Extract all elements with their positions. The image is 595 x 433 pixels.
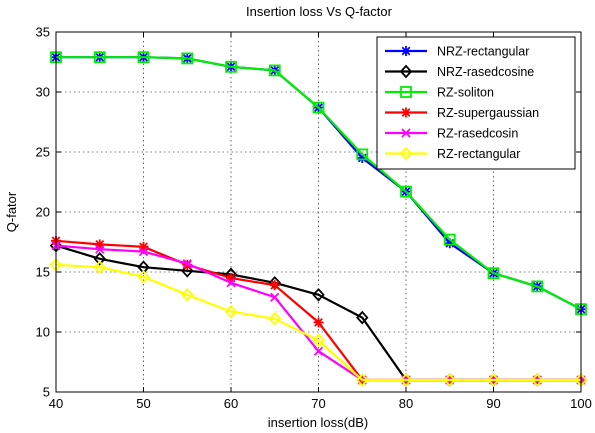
legend-label: RZ-supergaussian xyxy=(437,106,539,120)
legend-label: RZ-soliton xyxy=(437,86,494,100)
data-point xyxy=(313,317,324,328)
legend-marker xyxy=(401,46,411,56)
legend-marker xyxy=(401,128,411,138)
data-point xyxy=(93,260,106,275)
data-point xyxy=(268,64,281,77)
data-point xyxy=(181,287,194,302)
data-point xyxy=(531,373,544,387)
series-line xyxy=(55,263,581,382)
legend-item: NRZ-rasedcosine xyxy=(385,64,534,79)
data-point xyxy=(487,373,500,387)
legend-marker xyxy=(401,107,411,118)
data-point xyxy=(270,292,280,302)
y-tick-label: 15 xyxy=(36,265,50,280)
legend-item: RZ-rectangular xyxy=(385,146,520,161)
data-point xyxy=(268,311,281,326)
x-tick-label: 80 xyxy=(399,396,413,411)
data-point xyxy=(313,346,324,356)
data-point xyxy=(356,310,369,325)
data-point xyxy=(400,185,412,198)
series-line xyxy=(56,56,582,311)
data-point xyxy=(226,278,236,288)
data-point xyxy=(224,304,238,319)
data-point xyxy=(137,51,150,64)
data-point xyxy=(531,280,544,293)
data-point xyxy=(137,269,150,284)
series-layer xyxy=(49,51,588,387)
series-line xyxy=(55,244,581,382)
legend-box xyxy=(376,36,576,170)
data-point xyxy=(356,148,369,161)
x-tick-label: 100 xyxy=(570,396,592,411)
y-tick-label: 25 xyxy=(36,145,50,160)
y-axis-title: Q-fator xyxy=(4,191,19,232)
data-point xyxy=(312,287,325,302)
y-tick-label: 10 xyxy=(36,325,50,340)
data-point xyxy=(312,101,325,114)
chart-title: Insertion loss Vs Q-factor xyxy=(246,4,393,19)
data-point xyxy=(312,333,325,348)
legend-label: NRZ-rasedcosine xyxy=(437,65,534,79)
x-tick-label: 40 xyxy=(49,396,63,411)
legend-item: RZ-soliton xyxy=(385,86,494,100)
data-point xyxy=(443,233,456,246)
x-tick-label: 50 xyxy=(136,396,150,411)
data-point xyxy=(93,251,106,266)
data-point xyxy=(93,51,106,64)
legend-item: RZ-rasedcosin xyxy=(385,127,518,141)
y-tick-label: 35 xyxy=(36,25,50,40)
data-point xyxy=(181,52,194,65)
data-point xyxy=(138,241,149,252)
y-tick-label: 30 xyxy=(36,85,50,100)
axis-ticks: 40 50 60 70 80 90 100 5 10 15 20 25 30 35 xyxy=(36,25,592,412)
legend-label: NRZ-rectangular xyxy=(437,45,529,59)
data-point xyxy=(225,60,237,73)
y-tick-label: 20 xyxy=(36,205,50,220)
legend: NRZ-rectangular NRZ-rasedcosine RZ-soliton… xyxy=(376,36,576,170)
data-point xyxy=(269,280,280,291)
legend-item: NRZ-rectangular xyxy=(385,45,529,59)
x-axis-title: insertion loss(dB) xyxy=(268,415,368,430)
legend-marker xyxy=(400,86,412,98)
legend-label: RZ-rasedcosin xyxy=(437,127,518,141)
data-point xyxy=(137,260,150,275)
legend-label: RZ-rectangular xyxy=(437,147,520,161)
x-tick-label: 70 xyxy=(311,396,325,411)
series-rz-rectangular xyxy=(49,257,588,387)
legend-marker xyxy=(399,64,413,79)
data-point xyxy=(356,373,369,387)
x-tick-label: 60 xyxy=(224,396,238,411)
data-point xyxy=(399,373,413,387)
legend-item: RZ-supergaussian xyxy=(385,106,539,120)
y-tick-label: 5 xyxy=(43,385,50,400)
data-point xyxy=(487,267,500,280)
data-point xyxy=(95,244,105,254)
x-tick-label: 90 xyxy=(486,396,500,411)
data-point xyxy=(138,246,149,257)
data-point xyxy=(443,373,456,387)
legend-marker xyxy=(399,146,413,161)
data-point xyxy=(182,258,192,269)
